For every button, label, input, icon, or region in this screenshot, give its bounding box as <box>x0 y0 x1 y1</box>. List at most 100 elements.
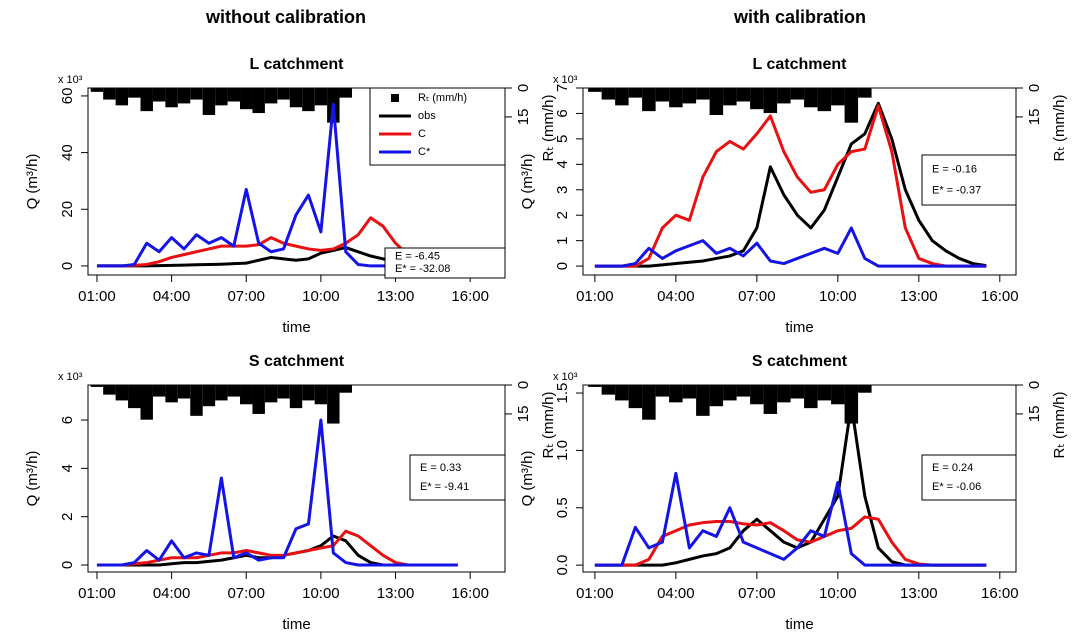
x-tick-label: 13:00 <box>900 288 938 305</box>
annotation: E* = -0.06 <box>932 481 981 493</box>
y-tick-label: 0 <box>59 262 76 270</box>
annotation: E = -0.16 <box>932 163 977 175</box>
rain-bar <box>790 88 805 100</box>
rain-bar <box>289 88 303 108</box>
y-tick-label: 0.5 <box>554 497 571 518</box>
rain-bar <box>763 385 778 414</box>
y-tick-label: 1.5 <box>554 383 571 404</box>
y2-axis-label: Rₜ (mm/h) <box>1051 392 1068 459</box>
rain-bar <box>844 88 859 123</box>
rain-bar <box>240 88 253 110</box>
annotation: E* = -9.41 <box>420 481 469 493</box>
rain-bar <box>736 88 751 102</box>
rain-bar <box>723 385 737 401</box>
rain-bar <box>588 385 602 387</box>
legend-label: obs <box>418 110 436 122</box>
rain-bar <box>302 385 315 401</box>
x-axis-label: time <box>282 319 310 336</box>
y2-axis-label: Rₜ (mm/h) <box>540 95 557 162</box>
y2-tick-label: 15 <box>515 109 532 126</box>
x-tick-label: 01:00 <box>78 288 116 305</box>
x-tick-label: 01:00 <box>576 288 614 305</box>
annotation-box <box>921 454 1017 501</box>
y2-tick-label: 15 <box>1026 406 1043 423</box>
annotation: E = -6.45 <box>395 251 440 263</box>
x-tick-label: 04:00 <box>153 585 191 602</box>
rain-bar <box>277 88 290 100</box>
x-tick-label: 01:00 <box>576 585 614 602</box>
rain-bar <box>165 385 178 403</box>
rain-bar <box>339 385 352 393</box>
y-tick-label: 2 <box>554 211 571 219</box>
rain-bar <box>858 88 872 98</box>
rain-bar <box>190 88 203 100</box>
rain-bar <box>152 88 166 102</box>
rain-bar <box>314 88 328 106</box>
legend-label: C* <box>418 146 431 158</box>
x-tick-label: 13:00 <box>377 288 415 305</box>
x-tick-label: 07:00 <box>738 288 776 305</box>
annotation-box <box>384 247 506 279</box>
y-tick-label: 3 <box>554 186 571 194</box>
x-tick-label: 04:00 <box>153 288 191 305</box>
y-tick-label: 1.0 <box>554 440 571 461</box>
rain-bar <box>817 88 832 112</box>
rain-bar <box>655 385 670 397</box>
rain-bar <box>252 88 265 114</box>
rain-bar <box>750 385 764 405</box>
y2-tick-label: 15 <box>515 406 532 423</box>
x-tick-label: 13:00 <box>377 585 415 602</box>
rain-bar <box>777 385 791 403</box>
panel-title: S catchment <box>249 353 345 370</box>
column-header: with calibration <box>733 7 866 27</box>
rain-bar <box>240 385 253 405</box>
rain-bar <box>601 88 616 100</box>
rain-bar <box>588 88 602 92</box>
legend-label: Rₜ (mm/h) <box>418 92 467 104</box>
x-axis-label: time <box>282 616 310 633</box>
y-tick-label: 1 <box>554 236 571 244</box>
rain-bar <box>128 385 141 409</box>
rain-bar <box>227 385 241 397</box>
x-tick-label: 07:00 <box>227 585 265 602</box>
x-tick-label: 16:00 <box>981 288 1019 305</box>
rain-bar <box>615 88 629 106</box>
y-tick-label: 0 <box>554 262 571 270</box>
rain-bar <box>277 385 290 399</box>
x-tick-label: 10:00 <box>819 585 857 602</box>
x-tick-label: 10:00 <box>302 585 340 602</box>
rain-bar <box>723 88 737 106</box>
x-tick-label: 16:00 <box>451 288 489 305</box>
rain-bar <box>165 88 178 108</box>
rain-bar <box>103 88 116 100</box>
y-tick-label: 6 <box>59 416 76 424</box>
rain-bar <box>642 385 656 420</box>
y2-tick-label: 15 <box>1026 109 1043 126</box>
y-tick-label: 7 <box>554 84 571 92</box>
rain-bar <box>202 385 216 407</box>
rain-bar <box>152 385 166 397</box>
y-axis-label: Q (m³/h) <box>24 451 41 507</box>
rain-bar <box>750 88 764 110</box>
legend-swatch <box>391 94 399 102</box>
x-tick-label: 07:00 <box>227 288 265 305</box>
x-tick-label: 04:00 <box>657 288 695 305</box>
y-axis-label: Q (m³/h) <box>519 451 536 507</box>
y-tick-label: 40 <box>59 144 76 161</box>
x-tick-label: 10:00 <box>819 288 857 305</box>
rain-bar <box>90 88 104 92</box>
rain-bar <box>817 385 832 401</box>
rain-bar <box>736 385 751 397</box>
panel-title: L catchment <box>753 56 848 73</box>
series-line <box>96 216 458 268</box>
x-tick-label: 16:00 <box>981 585 1019 602</box>
rain-bar <box>790 385 805 399</box>
rain-bar <box>177 88 191 104</box>
rain-bar <box>669 88 683 108</box>
rain-bar <box>655 88 670 102</box>
rain-bar <box>831 385 845 405</box>
rain-bar <box>763 88 778 114</box>
annotation: E* = -0.37 <box>932 184 981 196</box>
y-axis-label: Q (m³/h) <box>519 154 536 210</box>
rain-bar <box>302 88 315 112</box>
